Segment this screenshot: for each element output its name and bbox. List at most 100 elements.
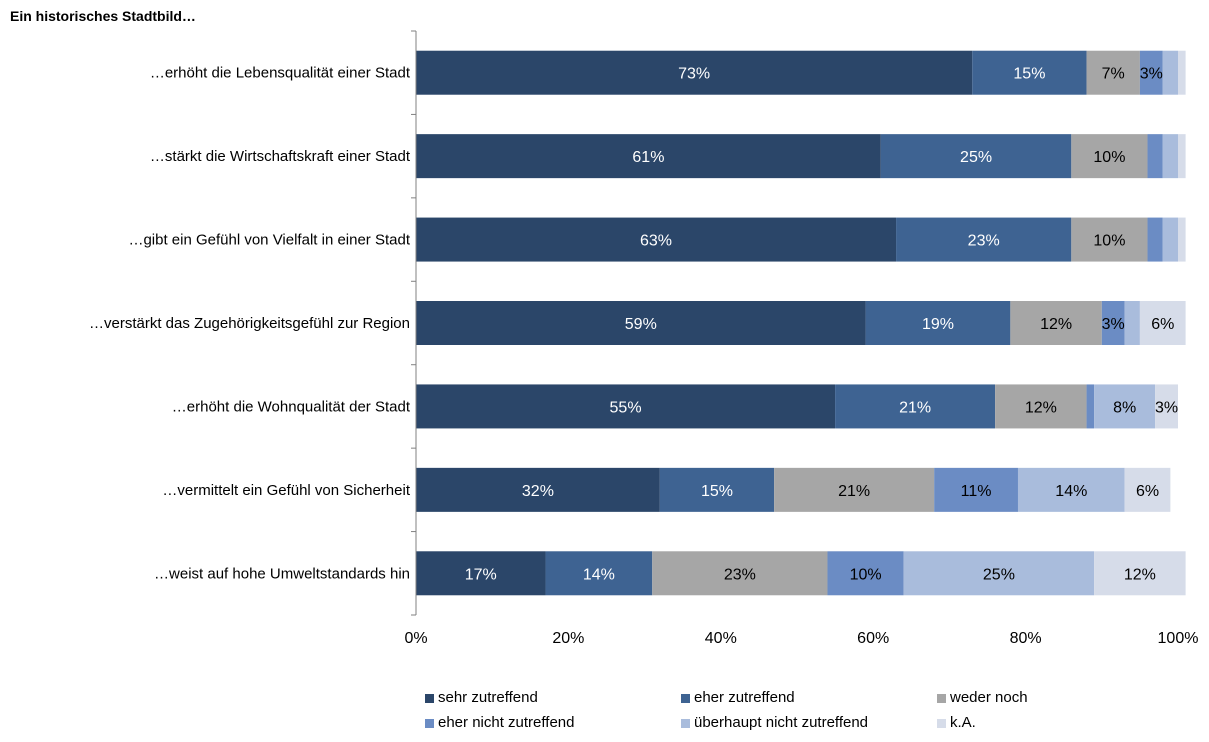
bar-segment: [1086, 50, 1140, 95]
legend-item: k.A.: [937, 714, 1125, 732]
legend-item: überhaupt nicht zutreffend: [681, 714, 937, 732]
data-label: 12%: [1040, 316, 1072, 333]
category-label: …erhöht die Lebensqualität einer Stadt: [150, 65, 411, 82]
bar-segment: [880, 134, 1072, 179]
bar-segment: [1071, 134, 1148, 179]
data-label: 3%: [1155, 399, 1178, 416]
category-label: …verstärkt das Zugehörigkeitsgefühl zur …: [89, 315, 410, 332]
bar-segment: [774, 467, 935, 512]
legend-label: eher nicht zutreffend: [438, 714, 575, 731]
data-label: 10%: [1093, 149, 1125, 166]
legend: sehr zutreffend eher zutreffend weder noch…: [425, 689, 1125, 732]
data-label: 59%: [625, 316, 657, 333]
data-label: 55%: [610, 399, 642, 416]
legend-swatch: [937, 718, 946, 728]
bar-segment: [416, 384, 836, 429]
data-label: 8%: [1113, 399, 1136, 416]
data-labels-layer: …erhöht die Lebensqualität einer Stadt 73…: [89, 65, 1178, 584]
data-label: 25%: [960, 149, 992, 166]
bar-segment: [1147, 217, 1163, 262]
bars-layer: [416, 50, 1186, 596]
x-tick-label: 20%: [552, 630, 584, 647]
legend-item: eher nicht zutreffend: [425, 714, 681, 732]
category-label: …vermittelt ein Gefühl von Sicherheit: [162, 482, 410, 499]
bar-segment: [1101, 301, 1125, 345]
bar-segment: [1017, 467, 1125, 512]
legend-item: sehr zutreffend: [425, 689, 681, 707]
bar-segment: [1162, 50, 1178, 95]
data-label: 17%: [465, 566, 497, 583]
data-label: 14%: [1055, 483, 1087, 500]
legend-label: k.A.: [950, 714, 976, 731]
bar-segment: [416, 467, 660, 512]
data-label: 3%: [1102, 316, 1125, 333]
legend-label: überhaupt nicht zutreffend: [694, 714, 869, 731]
data-label: 12%: [1025, 399, 1057, 416]
data-label: 23%: [724, 566, 756, 583]
bar-segment: [1094, 384, 1156, 429]
data-label: 32%: [522, 483, 554, 500]
bar-segment: [1155, 384, 1178, 429]
bar-segment: [1139, 301, 1186, 345]
bar-segment: [995, 384, 1087, 429]
bar-segment: [416, 134, 881, 179]
data-label: 12%: [1124, 566, 1156, 583]
data-label: 25%: [983, 566, 1015, 583]
data-label: 15%: [701, 483, 733, 500]
data-label: 15%: [1013, 66, 1045, 83]
legend-label: eher zutreffend: [694, 689, 795, 706]
bar-segment: [865, 301, 1011, 345]
bar-segment: [1178, 134, 1186, 179]
legend-item: eher zutreffend: [681, 689, 937, 707]
bar-segment: [416, 301, 866, 345]
category-label: …erhöht die Wohnqualität der Stadt: [172, 398, 411, 415]
legend-swatch: [425, 693, 434, 703]
data-label: 21%: [838, 483, 870, 500]
data-label: 10%: [1093, 233, 1125, 250]
data-label: 11%: [961, 483, 992, 500]
legend-label: sehr zutreffend: [438, 689, 538, 706]
data-label: 6%: [1151, 316, 1174, 333]
bar-segment: [1086, 384, 1095, 429]
bar-segment: [1124, 467, 1171, 512]
data-label: 21%: [899, 399, 931, 416]
x-tick-label: 40%: [705, 630, 737, 647]
bar-segment: [1178, 217, 1186, 262]
bar-segment: [652, 551, 828, 596]
bar-segment: [659, 467, 775, 512]
legend-swatch: [681, 693, 690, 703]
legend-swatch: [937, 693, 946, 703]
bar-segment: [835, 384, 996, 429]
category-label: …gibt ein Gefühl von Vielfalt in einer S…: [128, 232, 410, 249]
data-label: 19%: [922, 316, 954, 333]
bar-segment: [1139, 50, 1163, 95]
chart-title: Ein historisches Stadtbild…: [10, 8, 196, 24]
axis-layer: 0% 20% 40% 60% 80% 100%: [404, 30, 1199, 647]
data-label: 73%: [678, 66, 710, 83]
bar-segment: [903, 551, 1095, 596]
bar-segment: [416, 217, 897, 262]
bar-segment: [1071, 217, 1148, 262]
legend-swatch: [425, 718, 434, 728]
data-label: 7%: [1102, 66, 1125, 83]
bar-segment: [827, 551, 904, 596]
bar-segment: [1162, 217, 1178, 262]
bar-segment: [1124, 301, 1140, 345]
data-label: 10%: [850, 566, 882, 583]
data-label: 23%: [968, 233, 1000, 250]
x-tick-label: 80%: [1010, 630, 1042, 647]
bar-segment: [1010, 301, 1102, 345]
bar-segment: [416, 551, 546, 596]
bar-segment: [545, 551, 653, 596]
bar-segment: [1147, 134, 1163, 179]
bar-segment: [896, 217, 1072, 262]
x-tick-label: 100%: [1158, 630, 1199, 647]
category-label: …weist auf hohe Umweltstandards hin: [154, 565, 410, 582]
x-tick-label: 60%: [857, 630, 889, 647]
x-tick-label: 0%: [404, 630, 427, 647]
data-label: 3%: [1140, 66, 1163, 83]
data-label: 14%: [583, 566, 615, 583]
category-label: …stärkt die Wirtschaftskraft einer Stadt: [150, 148, 411, 165]
data-label: 6%: [1136, 483, 1159, 500]
